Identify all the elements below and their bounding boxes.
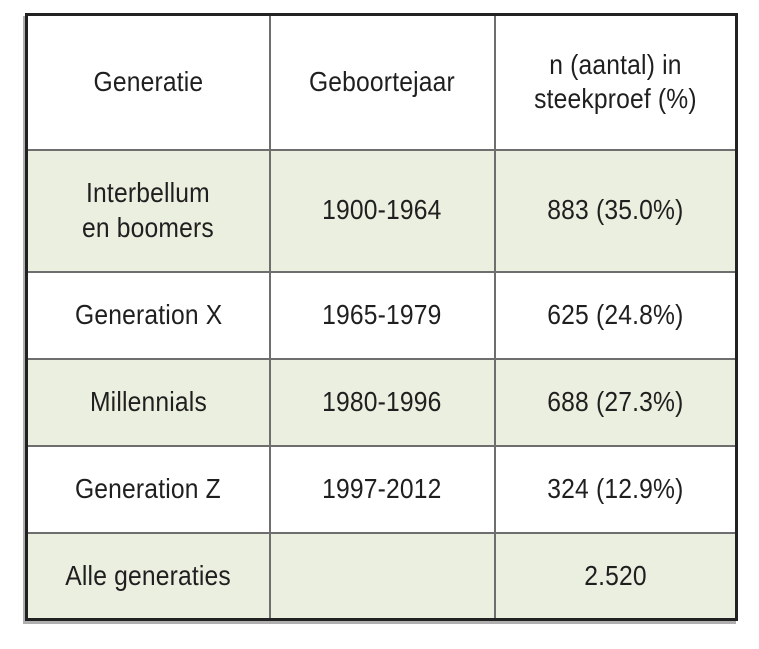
- generations-table: Generatie Geboortejaar n (aantal) in ste…: [25, 13, 738, 621]
- column-header-label: Generatie: [93, 66, 204, 98]
- cell-text: 883 (35.0%): [547, 194, 684, 226]
- cell-generatie: Millennials: [25, 357, 271, 447]
- cell-n-steekproef: 2.520: [493, 531, 738, 621]
- cell-generatie: Generation Z: [25, 444, 271, 534]
- cell-n-steekproef: 625 (24.8%): [493, 270, 738, 360]
- cell-geboortejaar: 1900-1964: [268, 148, 496, 273]
- cell-text: Generation X: [74, 298, 222, 330]
- cell-text: 1997-2012: [322, 472, 442, 504]
- cell-text: Alle generaties: [65, 559, 232, 591]
- cell-n-steekproef: 324 (12.9%): [493, 444, 738, 534]
- cell-generatie: Generation X: [25, 270, 271, 360]
- cell-text: Millennials: [89, 385, 207, 417]
- cell-geboortejaar: 1980-1996: [268, 357, 496, 447]
- cell-geboortejaar: 1965-1979: [268, 270, 496, 360]
- cell-geboortejaar-empty: [268, 531, 496, 621]
- column-header-geboortejaar: Geboortejaar: [268, 13, 496, 151]
- cell-text: 625 (24.8%): [547, 298, 684, 330]
- column-header-n-steekproef: n (aantal) in steekproef (%): [493, 13, 738, 151]
- table-row-millennials: Millennials 1980-1996 688 (27.3%): [25, 357, 738, 447]
- cell-text: 1980-1996: [322, 385, 442, 417]
- table-row-generation-x: Generation X 1965-1979 625 (24.8%): [25, 270, 738, 360]
- table-row-interbellum-boomers: Interbellum en boomers 1900-1964 883 (35…: [25, 148, 738, 273]
- cell-n-steekproef: 883 (35.0%): [493, 148, 738, 273]
- cell-text: 688 (27.3%): [547, 385, 684, 417]
- table-row-total-alle-generaties: Alle generaties 2.520: [25, 531, 738, 621]
- cell-text: Interbellum en boomers: [82, 177, 215, 243]
- table-row-generation-z: Generation Z 1997-2012 324 (12.9%): [25, 444, 738, 534]
- column-header-label: Geboortejaar: [309, 66, 455, 98]
- cell-text: 1900-1964: [322, 194, 442, 226]
- cell-text: 324 (12.9%): [547, 472, 684, 504]
- cell-n-steekproef: 688 (27.3%): [493, 357, 738, 447]
- cell-geboortejaar: 1997-2012: [268, 444, 496, 534]
- header-row: Generatie Geboortejaar n (aantal) in ste…: [25, 13, 738, 151]
- cell-text: 2.520: [583, 559, 647, 591]
- cell-text: Generation Z: [75, 472, 222, 504]
- cell-generatie: Interbellum en boomers: [25, 148, 271, 273]
- column-header-label: n (aantal) in steekproef (%): [533, 49, 697, 115]
- column-header-generatie: Generatie: [25, 13, 271, 151]
- cell-text: 1965-1979: [322, 298, 442, 330]
- cell-generatie: Alle generaties: [25, 531, 271, 621]
